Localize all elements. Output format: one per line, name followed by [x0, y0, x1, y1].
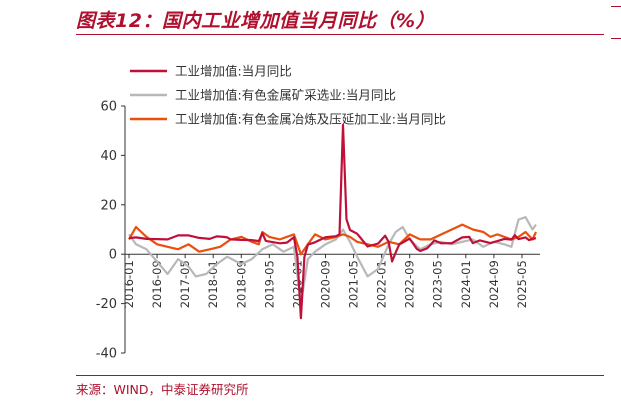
y-tick-label: 40	[100, 149, 117, 164]
x-tick-label: 2022-01	[375, 260, 389, 308]
x-tick-label: 2016-09	[150, 260, 164, 308]
y-tick-label: 20	[100, 198, 117, 213]
x-tick-label: 2025-05	[515, 260, 529, 308]
y-tick-label: -20	[96, 297, 117, 312]
chart-lines	[128, 123, 537, 320]
legend-label-1: 工业增加值:当月同比	[175, 64, 292, 79]
chart-legend: 工业增加值:当月同比工业增加值:有色金属矿采选业:当月同比工业增加值:有色金属冶…	[130, 64, 446, 127]
x-tick-label: 2020-09	[318, 260, 332, 308]
title-rule	[76, 34, 604, 35]
legend-label-2: 工业增加值:有色金属矿采选业:当月同比	[175, 88, 396, 103]
figure-title: 图表12：国内工业增加值当月同比（%）	[76, 10, 435, 32]
right-rule-top	[611, 6, 621, 7]
x-tick-label: 2023-05	[431, 260, 445, 308]
y-tick-label: 0	[109, 248, 117, 263]
series-line-1	[128, 123, 537, 320]
x-tick-label: 2016-01	[122, 260, 136, 308]
x-tick-label: 2018-09	[234, 260, 248, 308]
series-line-3	[128, 223, 537, 256]
y-tick-label: 60	[100, 100, 117, 115]
source-note: 来源：WIND，中泰证券研究所	[76, 382, 249, 397]
series-line-2	[128, 216, 537, 305]
x-tick-label: 2018-01	[206, 260, 220, 308]
x-tick-label: 2017-05	[178, 260, 192, 308]
x-tick-label: 2021-05	[347, 260, 361, 308]
x-tick-label: 2024-09	[487, 260, 501, 308]
x-tick-label: 2024-01	[459, 260, 473, 308]
y-tick-label: -40	[96, 347, 117, 362]
x-tick-label: 2022-09	[403, 260, 417, 308]
x-tick-label: 2019-05	[262, 260, 276, 308]
legend-label-3: 工业增加值:有色金属冶炼及压延加工业:当月同比	[175, 112, 446, 127]
right-rule-bottom	[611, 38, 621, 39]
source-rule	[76, 375, 604, 376]
